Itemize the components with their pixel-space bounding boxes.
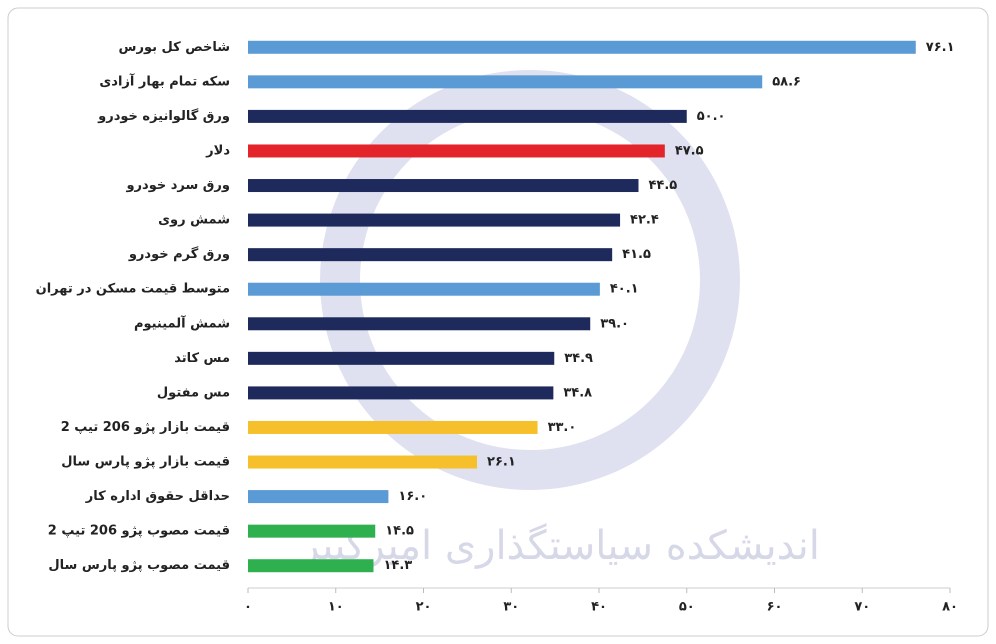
value-label: ۷۶.۱ <box>926 40 955 55</box>
value-label: ۵۰.۰ <box>697 109 726 124</box>
category-label: حداقل حقوق اداره کار <box>85 489 230 504</box>
x-tick-label: ۰ <box>244 600 252 615</box>
x-tick-label: ۴۰ <box>591 600 607 615</box>
bar <box>248 524 376 538</box>
value-label: ۲۶.۱ <box>487 455 516 470</box>
bar <box>248 179 639 193</box>
category-label: شاخص کل بورس <box>119 40 230 55</box>
category-label: سکه تمام بهار آزادی <box>99 72 230 89</box>
category-label: ورق سرد خودرو <box>125 178 230 193</box>
category-label: مس مفتول <box>157 385 230 400</box>
category-label: شمش روی <box>158 213 230 228</box>
x-tick-label: ۵۰ <box>679 600 695 615</box>
category-label: قیمت بازار پژو پارس سال <box>61 455 230 470</box>
category-label: ورق گالوانیزه خودرو <box>97 108 230 124</box>
bar <box>248 144 665 158</box>
x-tick-label: ۱۰ <box>328 600 344 615</box>
bar <box>248 213 621 227</box>
value-label: ۱۴.۳ <box>383 558 412 573</box>
bar <box>248 490 389 504</box>
bar <box>248 248 613 262</box>
bar <box>248 351 555 365</box>
bar <box>248 455 478 469</box>
bar <box>248 40 916 54</box>
value-label: ۴۴.۵ <box>648 178 677 193</box>
value-label: ۳۳.۰ <box>548 420 577 435</box>
bar <box>248 559 374 573</box>
value-label: ۳۴.۹ <box>564 351 593 366</box>
value-label: ۴۱.۵ <box>622 247 651 262</box>
value-label: ۱۴.۵ <box>385 524 414 539</box>
bar <box>248 282 600 296</box>
bar <box>248 420 538 434</box>
bar <box>248 386 554 400</box>
value-label: ۴۷.۵ <box>675 143 704 158</box>
watermark-logo <box>320 70 740 490</box>
x-tick-label: ۶۰ <box>767 600 783 615</box>
x-tick-label: ۸۰ <box>942 600 958 615</box>
x-tick-label: ۲۰ <box>416 600 432 615</box>
value-label: ۴۰.۱ <box>610 282 639 297</box>
category-label: قیمت مصوب پژو 206 تیپ 2 <box>48 524 230 539</box>
watermark: اندیشکده سیاستگذاری امیرکبیر <box>298 523 820 569</box>
value-label: ۳۹.۰ <box>600 316 629 331</box>
x-tick-label: ۳۰ <box>503 600 519 615</box>
bar <box>248 317 591 331</box>
category-label: قیمت بازار پژو 206 تیپ 2 <box>61 420 230 435</box>
bar <box>248 109 687 123</box>
value-label: ۵۸.۶ <box>772 74 801 89</box>
category-label: متوسط قیمت مسکن در تهران <box>36 282 230 297</box>
category-label: ورق گرم خودرو <box>128 246 230 262</box>
category-label: دلار <box>205 143 230 158</box>
category-label: مس کاتد <box>174 351 230 366</box>
value-label: ۴۲.۴ <box>630 213 659 228</box>
category-label: شمش آلمینیوم <box>134 314 230 331</box>
value-label: ۳۴.۸ <box>563 385 592 400</box>
bar <box>248 75 763 89</box>
x-tick-label: ۷۰ <box>854 600 870 615</box>
category-label: قیمت مصوب پژو پارس سال <box>48 558 230 573</box>
value-label: ۱۶.۰ <box>398 489 427 504</box>
